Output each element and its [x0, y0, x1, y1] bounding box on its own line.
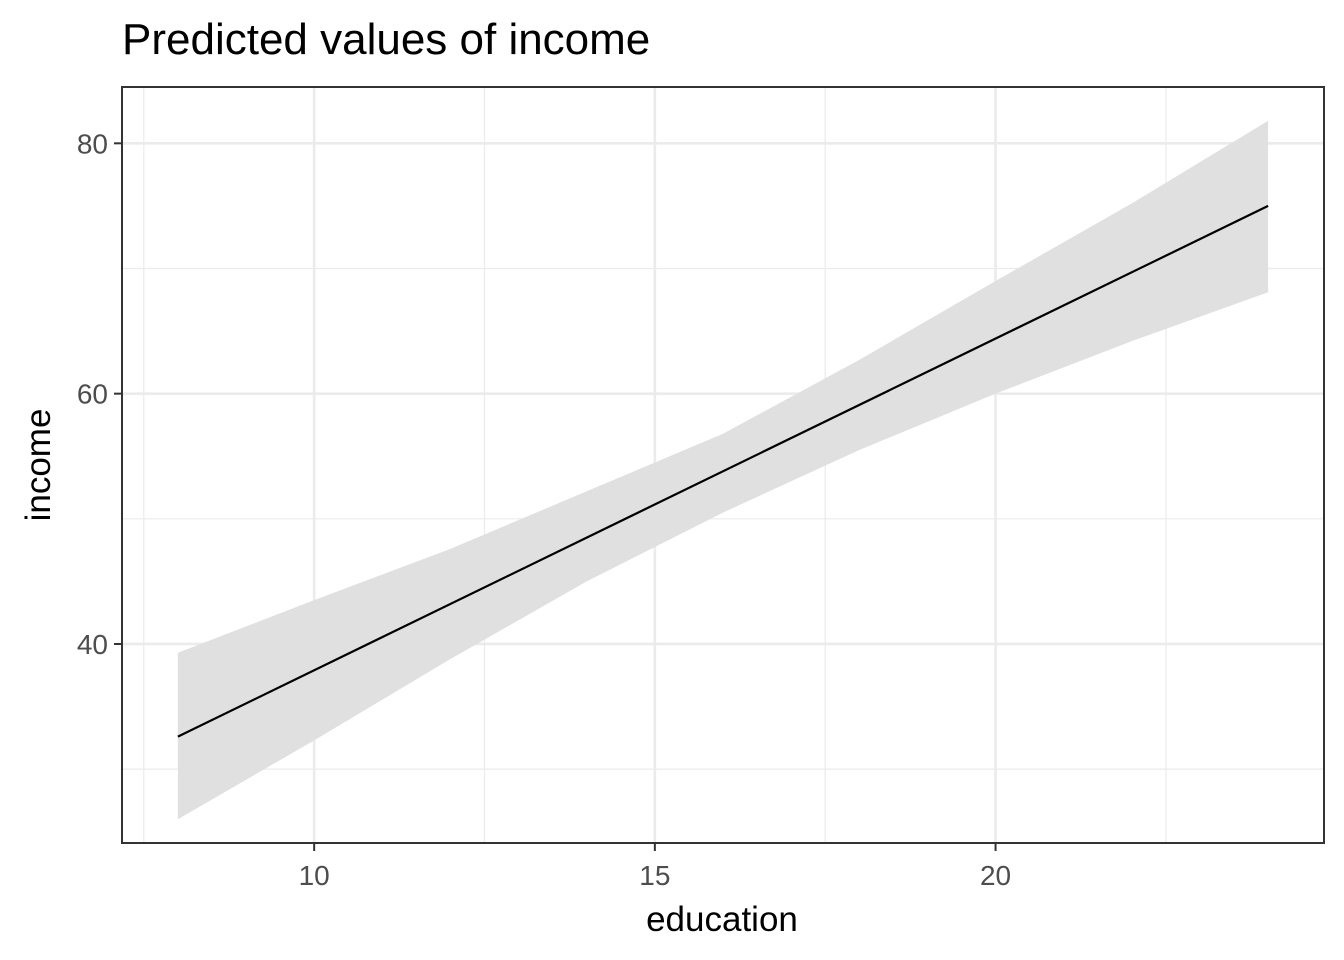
x-tick-label: 15: [639, 860, 670, 891]
prediction-line-layer: [177, 204, 1269, 738]
y-tick-label: 80: [77, 128, 108, 159]
prediction-line: [177, 204, 1269, 738]
x-tick-label: 10: [299, 860, 330, 891]
confidence-band: [177, 120, 1269, 820]
confidence-band-layer: [177, 120, 1269, 820]
y-tick-label: 40: [77, 629, 108, 660]
x-tick-label: 20: [980, 860, 1011, 891]
axis-ticks: [114, 142, 997, 851]
axis-tick-labels: 10 15 20 40 60 80: [77, 128, 1011, 891]
y-tick-label: 60: [77, 379, 108, 410]
y-axis-title: income: [19, 409, 58, 522]
chart-title: Predicted values of income: [122, 15, 650, 64]
x-axis-title: education: [646, 900, 798, 939]
panel-border: [121, 86, 1325, 844]
